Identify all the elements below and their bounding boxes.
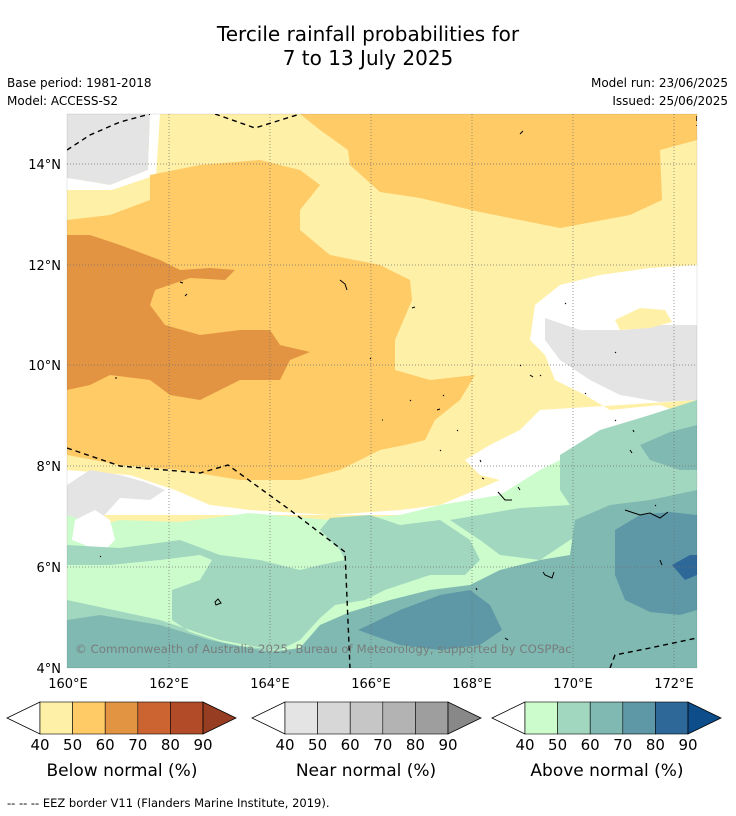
below-colorbar-tick-label: 90 — [193, 736, 212, 754]
above-colorbar-segment — [655, 701, 689, 735]
near-colorbar-segment — [349, 701, 384, 735]
copyright-text: © Commonwealth of Australia 2025, Bureau… — [75, 642, 572, 656]
lat-label-12n: 12°N — [28, 259, 61, 274]
above-colorbar-segment — [524, 701, 558, 735]
eez-borders — [67, 114, 697, 668]
above-colorbar-tick-label: 70 — [613, 736, 632, 754]
islands — [99, 130, 669, 641]
model-run-date: Model run: 23/06/2025 — [590, 76, 728, 90]
lon-label-168e: 168°E — [452, 677, 492, 692]
colorbar-above-title: Above normal (%) — [530, 761, 684, 781]
chart-title: Tercile rainfall probabilities for 7 to … — [0, 22, 736, 70]
near-colorbar-tick-label: 50 — [308, 736, 327, 754]
below-colorbar-tick-label: 60 — [96, 736, 115, 754]
below-colorbar-segment — [104, 701, 139, 735]
above-colorbar-high-arrow — [687, 701, 722, 735]
below-colorbar-segment — [39, 701, 73, 735]
lon-label-172e: 172°E — [654, 677, 694, 692]
below-colorbar-high-arrow — [202, 701, 237, 735]
lat-label-4n: 4°N — [37, 662, 62, 677]
near-colorbar-tick-label: 80 — [406, 736, 425, 754]
above-colorbar-low-arrow — [491, 701, 526, 735]
white-hole-sw — [72, 510, 115, 555]
white-region-east — [67, 265, 697, 515]
lon-label-162e: 162°E — [149, 677, 189, 692]
white-band-nw — [67, 114, 160, 190]
lat-label-8n: 8°N — [37, 460, 62, 475]
above-60-region-ne — [640, 425, 697, 470]
colorbar-below-title: Below normal (%) — [46, 761, 198, 781]
lat-label-6n: 6°N — [37, 561, 62, 576]
below-colorbar-segment — [170, 701, 204, 735]
below-colorbar-tick-label: 50 — [63, 736, 82, 754]
probability-field: © Commonwealth of Australia 2025, Bureau… — [67, 114, 697, 668]
colorbar-near-normal: 40 50 60 70 80 90 — [251, 701, 482, 754]
colorbar-below-normal: 40 50 60 70 80 90 — [6, 701, 237, 754]
model-info: Base period: 1981-2018 Model: ACCESS-S2 — [7, 74, 152, 110]
lat-label-14n: 14°N — [28, 158, 61, 173]
lon-label-160e: 160°E — [48, 677, 88, 692]
near-colorbar-low-arrow — [251, 701, 286, 735]
near-normal-region-nw — [67, 114, 150, 185]
title-line-1: Tercile rainfall probabilities for — [216, 22, 520, 46]
issued-date: Issued: 25/06/2025 — [612, 94, 728, 108]
below-60-region — [67, 235, 310, 400]
title-line-2: 7 to 13 July 2025 — [282, 46, 454, 70]
longitude-labels: 160°E 162°E 164°E 166°E 168°E 170°E 172°… — [48, 677, 694, 692]
near-colorbar-tick-label: 60 — [341, 736, 360, 754]
latitude-labels: 14°N 12°N 10°N 8°N 6°N 4°N — [28, 158, 61, 677]
near-colorbar-segment — [317, 701, 351, 735]
eez-footnote: -- -- -- EEZ border V11 (Flanders Marine… — [7, 796, 330, 810]
above-colorbar-tick-label: 90 — [678, 736, 697, 754]
near-colorbar-tick-label: 90 — [438, 736, 457, 754]
above-70-region-east — [615, 512, 697, 615]
model-name: Model: ACCESS-S2 — [7, 94, 119, 108]
below-40-patch-east — [615, 308, 672, 330]
below-colorbar-tick-label: 70 — [128, 736, 147, 754]
above-colorbar-tick-label: 80 — [646, 736, 665, 754]
lon-label-166e: 166°E — [351, 677, 391, 692]
lon-label-170e: 170°E — [553, 677, 593, 692]
lon-label-164e: 164°E — [250, 677, 290, 692]
above-colorbar-segment — [589, 701, 624, 735]
near-colorbar-segment — [415, 701, 449, 735]
above-60-region — [67, 490, 697, 668]
above-colorbar-tick-label: 50 — [548, 736, 567, 754]
base-period: Base period: 1981-2018 — [7, 76, 152, 90]
above-80-region-east — [672, 555, 697, 580]
above-50-region-east — [560, 400, 697, 520]
above-colorbar-tick-label: 60 — [581, 736, 600, 754]
near-normal-region-east — [545, 318, 697, 402]
near-colorbar-tick-label: 40 — [275, 736, 294, 754]
near-colorbar-high-arrow — [447, 701, 482, 735]
below-colorbar-low-arrow — [6, 701, 41, 735]
below-50-region-north — [300, 114, 697, 228]
below-colorbar-tick-label: 40 — [30, 736, 49, 754]
colorbar-near-title: Near normal (%) — [295, 761, 437, 781]
above-colorbar-segment — [557, 701, 591, 735]
run-info: Model run: 23/06/2025 Issued: 25/06/2025 — [591, 74, 728, 110]
above-70-region-central — [358, 590, 502, 650]
above-colorbar-tick-label: 40 — [515, 736, 534, 754]
map-gridlines — [67, 114, 697, 668]
colorbar-above-normal: 40 50 60 70 80 90 — [491, 701, 722, 754]
map-frame — [66, 113, 698, 669]
near-colorbar-segment — [284, 701, 318, 735]
below-colorbar-segment — [72, 701, 106, 735]
near-colorbar-segment — [382, 701, 416, 735]
near-colorbar-tick-label: 70 — [373, 736, 392, 754]
below-colorbar-segment — [137, 701, 171, 735]
lat-label-10n: 10°N — [28, 359, 61, 374]
below-colorbar-tick-label: 80 — [161, 736, 180, 754]
above-colorbar-segment — [622, 701, 656, 735]
